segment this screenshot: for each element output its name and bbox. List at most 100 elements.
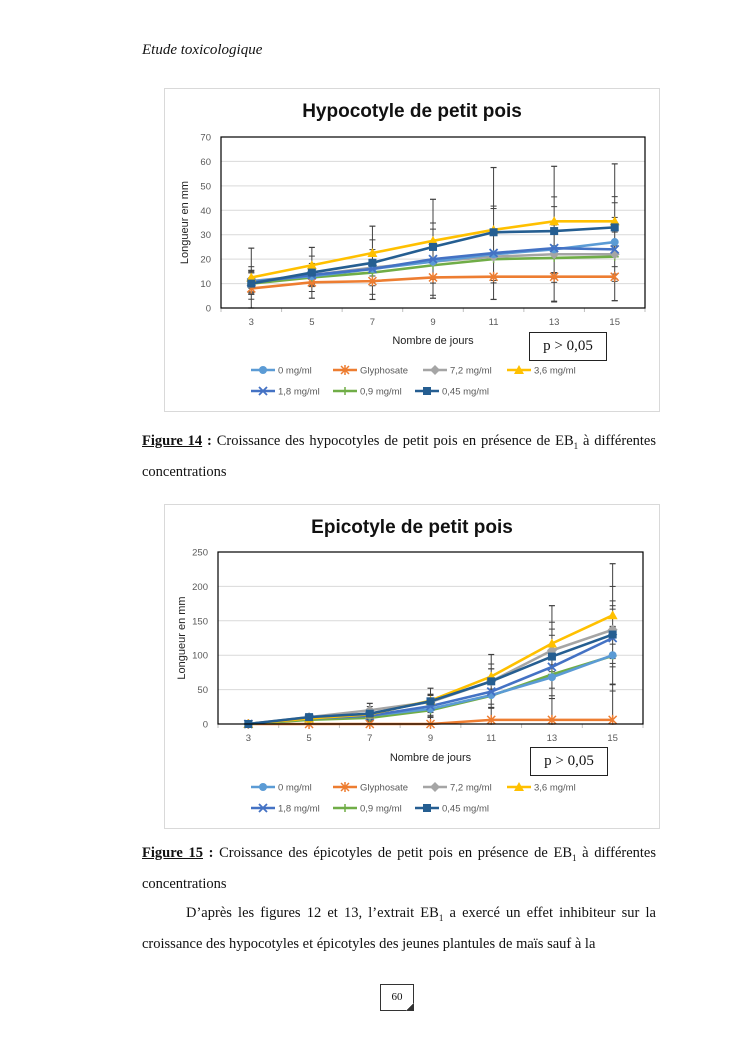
legend-label: 0,9 mg/ml — [360, 804, 402, 815]
figure-15-caption: Figure 15 : Croissance des épicotyles de… — [142, 840, 656, 897]
caption-sep: : — [202, 845, 220, 861]
figure-label: Figure 14 — [142, 433, 203, 449]
data-point — [607, 610, 618, 620]
legend-item: 0 mg/ml — [251, 783, 312, 794]
paragraph-sub: 1 — [438, 912, 444, 923]
caption-text: Croissance des épicotyles de petit pois … — [219, 845, 573, 861]
y-axis-label: Longueur en mm — [179, 181, 191, 264]
x-axis-label: Nombre de jours — [390, 752, 472, 764]
plot-area-border — [220, 136, 646, 309]
data-point — [610, 238, 619, 247]
legend-label: 0,45 mg/ml — [442, 804, 489, 815]
legend-label: 0 mg/ml — [278, 366, 312, 377]
data-point — [486, 714, 496, 725]
data-point — [610, 244, 620, 255]
data-point — [246, 272, 257, 282]
data-point — [547, 652, 556, 661]
legend-label: 1,8 mg/ml — [278, 387, 320, 398]
y-tick-label: 50 — [200, 181, 211, 192]
caption-tail: à différentes concentrations — [142, 433, 656, 480]
legend-label: 0 mg/ml — [278, 783, 312, 794]
x-tick-label: 7 — [370, 317, 375, 328]
data-point — [610, 271, 620, 282]
data-point — [247, 279, 256, 288]
legend-item: 3,6 mg/ml — [507, 782, 576, 794]
epicotyle-chart-svg: Epicotyle de petit pois 0 50 100 150 200 250 3 5… — [176, 517, 644, 815]
legend-item: 7,2 mg/ml — [423, 782, 492, 794]
y-tick-label: 150 — [192, 616, 208, 627]
y-tick-label: 200 — [192, 582, 208, 593]
legend-marker-icon — [340, 782, 350, 792]
legend-marker-icon — [423, 804, 431, 812]
data-point — [610, 223, 619, 232]
data-point — [489, 271, 499, 282]
legend-item: 1,8 mg/ml — [251, 386, 320, 398]
legend-label: 0,9 mg/ml — [360, 387, 402, 398]
data-point — [306, 260, 317, 270]
data-point — [367, 276, 377, 287]
legend-marker-icon — [259, 366, 267, 374]
legend-item: Glyphosate — [333, 365, 408, 377]
caption-sep: : — [202, 433, 217, 449]
legend-marker-icon — [341, 387, 349, 395]
x-tick-label: 11 — [486, 733, 496, 744]
legend-item: 0 mg/ml — [251, 366, 312, 377]
data-point — [428, 235, 438, 245]
legend-label: 3,6 mg/ml — [534, 366, 576, 377]
data-point — [550, 227, 559, 236]
data-point — [549, 243, 559, 253]
y-tick-label: 30 — [200, 230, 211, 241]
y-tick-label: 60 — [200, 157, 211, 168]
legend-item: 0,9 mg/ml — [333, 387, 402, 398]
data-point — [547, 673, 556, 682]
p-value-box: p > 0,05 — [530, 747, 608, 776]
legend-marker-icon — [423, 387, 431, 395]
hypocotyle-chart-svg: Hypocotyle de petit pois 0 10 20 30 40 50 60 70 3… — [179, 101, 646, 398]
data-point — [608, 630, 617, 639]
legend-marker-icon — [430, 782, 440, 792]
legend-item: 3,6 mg/ml — [507, 365, 576, 377]
epicotyle-chart: Epicotyle de petit pois 0 50 100 150 200 250 3 5… — [164, 504, 660, 829]
body-paragraph: D’après les figures 12 et 13, l’extrait … — [142, 900, 656, 957]
legend-label: 3,6 mg/ml — [534, 783, 576, 794]
y-tick-label: 70 — [200, 133, 211, 144]
data-point — [547, 714, 557, 725]
data-point — [488, 248, 499, 258]
x-tick-label: 11 — [489, 317, 499, 328]
data-point — [426, 697, 435, 706]
y-tick-label: 250 — [192, 548, 208, 559]
y-tick-label: 100 — [192, 651, 208, 662]
x-tick-label: 13 — [547, 733, 558, 744]
running-header: Etude toxicologique — [142, 42, 263, 58]
hypocotyle-chart: Hypocotyle de petit pois 0 10 20 30 40 50 60 70 3… — [164, 88, 660, 412]
data-point — [365, 709, 374, 718]
data-point — [487, 677, 496, 686]
x-tick-label: 7 — [367, 733, 372, 744]
paragraph-text: D’après les figures 12 et 13, l’extrait … — [186, 905, 439, 921]
x-tick-label: 15 — [609, 317, 620, 328]
x-tick-label: 15 — [607, 733, 618, 744]
data-point — [428, 272, 438, 283]
data-point — [486, 687, 496, 697]
data-point — [549, 216, 560, 226]
data-point — [547, 662, 557, 672]
y-tick-label: 0 — [203, 720, 208, 731]
figure-label: Figure 15 — [142, 845, 203, 861]
plot-area-border — [217, 551, 644, 725]
legend-label: 7,2 mg/ml — [450, 783, 492, 794]
legend-marker-icon — [258, 803, 268, 813]
data-point — [489, 228, 498, 237]
y-axis-label: Longueur en mm — [176, 596, 188, 679]
data-point — [608, 651, 617, 660]
legend-label: 7,2 mg/ml — [450, 366, 492, 377]
p-value-box: p > 0,05 — [529, 332, 607, 361]
legend-item: 0,45 mg/ml — [415, 387, 489, 398]
x-tick-label: 5 — [309, 317, 314, 328]
x-tick-label: 9 — [428, 733, 433, 744]
y-tick-label: 0 — [206, 304, 211, 315]
page-number: 60 — [380, 984, 414, 1011]
data-point — [608, 714, 618, 725]
data-point — [307, 268, 316, 277]
legend-label: 0,45 mg/ml — [442, 387, 489, 398]
legend-item: 0,45 mg/ml — [415, 804, 489, 815]
